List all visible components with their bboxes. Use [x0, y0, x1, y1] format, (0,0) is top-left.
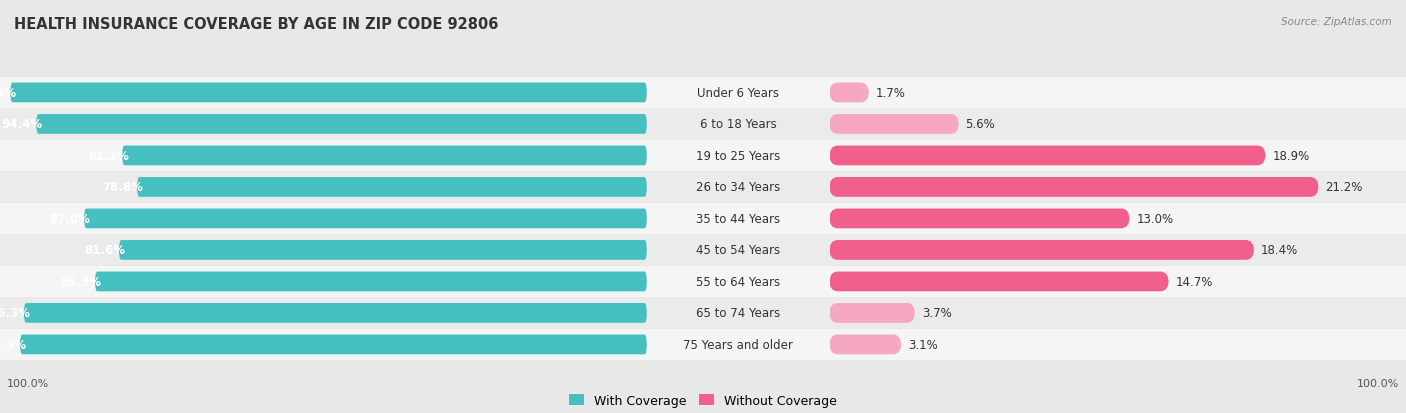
FancyBboxPatch shape [830, 209, 1129, 229]
Text: 94.4%: 94.4% [1, 118, 42, 131]
Text: 1.7%: 1.7% [876, 87, 905, 100]
FancyBboxPatch shape [830, 178, 1319, 197]
Text: 96.3%: 96.3% [0, 307, 31, 320]
FancyBboxPatch shape [0, 267, 647, 297]
Text: 14.7%: 14.7% [1175, 275, 1213, 288]
FancyBboxPatch shape [84, 209, 647, 229]
Text: 13.0%: 13.0% [1136, 212, 1174, 225]
FancyBboxPatch shape [0, 172, 647, 202]
Text: 55 to 64 Years: 55 to 64 Years [696, 275, 780, 288]
Text: 100.0%: 100.0% [7, 378, 49, 388]
FancyBboxPatch shape [830, 146, 1265, 166]
FancyBboxPatch shape [138, 178, 647, 197]
FancyBboxPatch shape [122, 146, 647, 166]
FancyBboxPatch shape [647, 235, 830, 266]
FancyBboxPatch shape [830, 115, 959, 135]
Text: 6 to 18 Years: 6 to 18 Years [700, 118, 776, 131]
FancyBboxPatch shape [830, 204, 1406, 234]
FancyBboxPatch shape [647, 141, 830, 171]
Text: 87.0%: 87.0% [49, 212, 90, 225]
Text: 85.3%: 85.3% [60, 275, 101, 288]
FancyBboxPatch shape [830, 298, 1406, 328]
FancyBboxPatch shape [0, 78, 647, 108]
Text: 19 to 25 Years: 19 to 25 Years [696, 150, 780, 163]
Text: 18.9%: 18.9% [1272, 150, 1309, 163]
FancyBboxPatch shape [0, 141, 647, 171]
FancyBboxPatch shape [647, 330, 830, 360]
FancyBboxPatch shape [0, 235, 647, 266]
FancyBboxPatch shape [24, 303, 647, 323]
Text: 65 to 74 Years: 65 to 74 Years [696, 307, 780, 320]
FancyBboxPatch shape [20, 335, 647, 354]
FancyBboxPatch shape [0, 109, 647, 140]
Text: 75 Years and older: 75 Years and older [683, 338, 793, 351]
FancyBboxPatch shape [830, 330, 1406, 360]
FancyBboxPatch shape [647, 78, 830, 108]
FancyBboxPatch shape [0, 204, 647, 234]
Text: 3.1%: 3.1% [908, 338, 938, 351]
Text: 45 to 54 Years: 45 to 54 Years [696, 244, 780, 257]
FancyBboxPatch shape [647, 204, 830, 234]
FancyBboxPatch shape [120, 240, 647, 260]
FancyBboxPatch shape [830, 240, 1254, 260]
FancyBboxPatch shape [830, 141, 1406, 171]
Text: 21.2%: 21.2% [1326, 181, 1362, 194]
Text: 98.4%: 98.4% [0, 87, 17, 100]
FancyBboxPatch shape [96, 272, 647, 292]
FancyBboxPatch shape [830, 335, 901, 354]
Text: 26 to 34 Years: 26 to 34 Years [696, 181, 780, 194]
Text: 3.7%: 3.7% [922, 307, 952, 320]
FancyBboxPatch shape [830, 172, 1406, 202]
FancyBboxPatch shape [830, 78, 1406, 108]
FancyBboxPatch shape [37, 115, 647, 135]
FancyBboxPatch shape [830, 303, 915, 323]
FancyBboxPatch shape [830, 272, 1168, 292]
Legend: With Coverage, Without Coverage: With Coverage, Without Coverage [569, 394, 837, 407]
FancyBboxPatch shape [830, 83, 869, 103]
FancyBboxPatch shape [647, 172, 830, 202]
Text: 81.1%: 81.1% [87, 150, 129, 163]
Text: HEALTH INSURANCE COVERAGE BY AGE IN ZIP CODE 92806: HEALTH INSURANCE COVERAGE BY AGE IN ZIP … [14, 17, 499, 31]
FancyBboxPatch shape [10, 83, 647, 103]
FancyBboxPatch shape [830, 235, 1406, 266]
Text: 96.9%: 96.9% [0, 338, 27, 351]
Text: 5.6%: 5.6% [966, 118, 995, 131]
Text: Source: ZipAtlas.com: Source: ZipAtlas.com [1281, 17, 1392, 26]
FancyBboxPatch shape [647, 298, 830, 328]
FancyBboxPatch shape [0, 330, 647, 360]
FancyBboxPatch shape [647, 109, 830, 140]
Text: 78.8%: 78.8% [103, 181, 143, 194]
FancyBboxPatch shape [830, 109, 1406, 140]
Text: Under 6 Years: Under 6 Years [697, 87, 779, 100]
FancyBboxPatch shape [647, 267, 830, 297]
FancyBboxPatch shape [830, 267, 1406, 297]
Text: 100.0%: 100.0% [1357, 378, 1399, 388]
FancyBboxPatch shape [0, 298, 647, 328]
Text: 18.4%: 18.4% [1261, 244, 1298, 257]
Text: 81.6%: 81.6% [84, 244, 125, 257]
Text: 35 to 44 Years: 35 to 44 Years [696, 212, 780, 225]
